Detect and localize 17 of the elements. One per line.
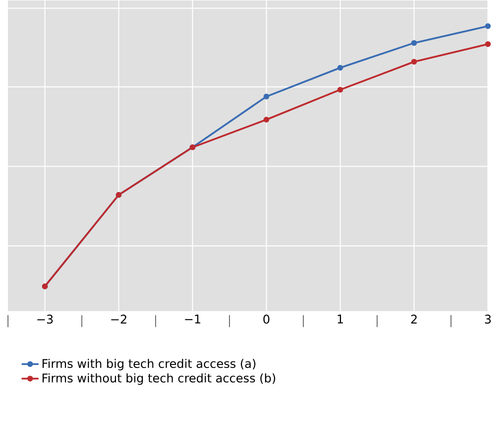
x-tick-label: −3 [37, 314, 53, 324]
point [337, 86, 344, 93]
point [411, 40, 417, 46]
x-tick-label: 2 [411, 314, 417, 324]
point [264, 94, 270, 100]
point [485, 23, 491, 30]
x-tick-label: −1 [185, 314, 200, 324]
point [485, 41, 491, 48]
x-tick-label: 3 [485, 314, 491, 324]
x-tick-label: 1 [338, 314, 343, 324]
point [264, 116, 270, 123]
x-tick-label: 0 [263, 314, 270, 324]
x-tick-label: −2 [111, 314, 126, 324]
legend-label: Firms with big tech credit access (a) [42, 358, 256, 370]
point [337, 65, 344, 71]
point [411, 59, 417, 65]
legend-label: Firms without big tech credit access (b) [42, 373, 276, 385]
